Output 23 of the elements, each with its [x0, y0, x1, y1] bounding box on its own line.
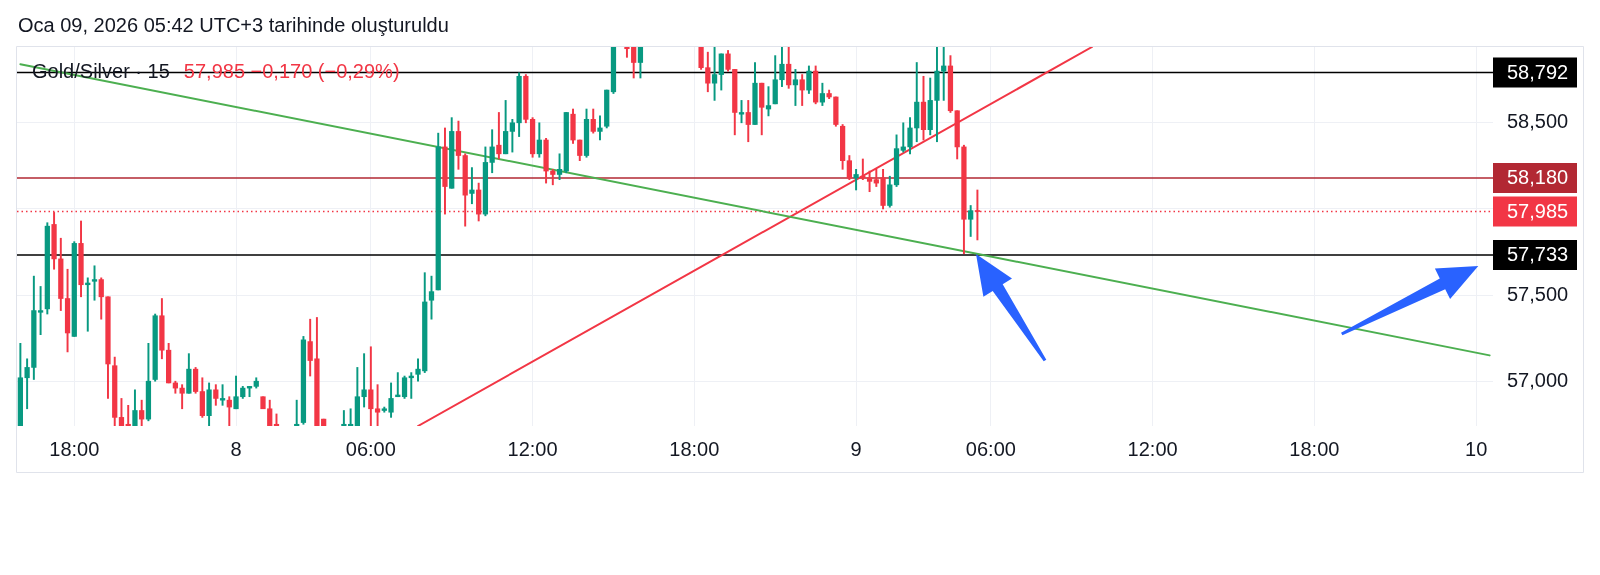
x-tick-label: 18:00	[669, 437, 720, 460]
y-tick-label: 58,500	[1507, 110, 1569, 133]
candlestick	[294, 399, 300, 426]
x-tick-label: 9	[850, 437, 862, 460]
ref-line-label: 57,985	[1507, 200, 1569, 223]
x-tick-label: 18:00	[49, 437, 100, 460]
text: Oca 09, 2026 05:42 UTC+3 tarihinde oluşturuldu	[18, 13, 449, 36]
y-tick-label: 57,000	[1507, 368, 1569, 391]
x-tick-label: 12:00	[507, 437, 558, 460]
ref-line-label: 58,180	[1507, 166, 1569, 189]
candlestick	[374, 384, 381, 426]
candlestick	[37, 286, 44, 336]
candlestick	[469, 167, 475, 205]
candlestick	[125, 405, 131, 426]
x-tick-label: 06:00	[345, 437, 396, 460]
x-tick-label: 18:00	[1289, 437, 1340, 460]
x-tick-label: 8	[230, 437, 242, 460]
x-tick-label: 12:00	[1127, 437, 1178, 460]
x-tick-label: 06:00	[965, 437, 1016, 460]
y-tick-label: 57,500	[1507, 282, 1569, 305]
ref-line-label: 58,792	[1507, 61, 1569, 84]
x-tick-label: 10	[1465, 437, 1488, 460]
ref-line-label: 57,733	[1507, 243, 1569, 266]
